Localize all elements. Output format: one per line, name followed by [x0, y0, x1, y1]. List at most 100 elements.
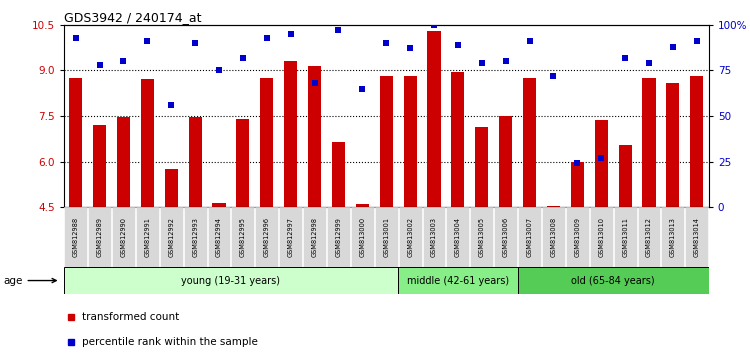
Bar: [184, 207, 206, 267]
Text: GSM813012: GSM813012: [646, 217, 652, 257]
Bar: [619, 145, 632, 207]
Text: GSM813007: GSM813007: [526, 217, 532, 257]
Point: [213, 68, 225, 73]
Text: GSM812993: GSM812993: [192, 217, 198, 257]
Text: GSM812999: GSM812999: [335, 217, 341, 257]
Bar: [232, 207, 254, 267]
Text: middle (42-61 years): middle (42-61 years): [406, 275, 509, 286]
Text: young (19-31 years): young (19-31 years): [182, 275, 280, 286]
Bar: [88, 207, 111, 267]
Bar: [165, 169, 178, 207]
Bar: [69, 78, 82, 207]
Bar: [160, 207, 183, 267]
Text: GSM812990: GSM812990: [121, 217, 127, 257]
Text: GSM813003: GSM813003: [431, 217, 437, 257]
Text: GSM813008: GSM813008: [550, 217, 556, 257]
Bar: [662, 207, 685, 267]
Text: GSM812995: GSM812995: [240, 217, 246, 257]
Bar: [452, 72, 464, 207]
Bar: [255, 207, 278, 267]
Point: [452, 42, 464, 48]
Text: GSM813010: GSM813010: [598, 217, 604, 257]
Bar: [518, 207, 541, 267]
Bar: [446, 207, 470, 267]
Text: percentile rank within the sample: percentile rank within the sample: [82, 337, 258, 347]
Bar: [427, 31, 440, 207]
Point: [667, 44, 679, 50]
Text: GSM812989: GSM812989: [97, 217, 103, 257]
Bar: [136, 207, 159, 267]
Point: [428, 22, 440, 28]
Text: transformed count: transformed count: [82, 312, 179, 322]
Bar: [141, 80, 154, 207]
Bar: [64, 267, 398, 294]
Text: GSM812996: GSM812996: [264, 217, 270, 257]
Bar: [518, 267, 709, 294]
Text: GSM813005: GSM813005: [478, 217, 484, 257]
Bar: [117, 118, 130, 207]
Bar: [398, 267, 518, 294]
Text: GSM813014: GSM813014: [694, 217, 700, 257]
Point: [285, 31, 297, 37]
Point: [596, 155, 608, 161]
Text: GSM812988: GSM812988: [73, 217, 79, 257]
Text: GSM812994: GSM812994: [216, 217, 222, 257]
Text: GSM813006: GSM813006: [503, 217, 509, 257]
Text: GSM813011: GSM813011: [622, 217, 628, 257]
Bar: [566, 207, 589, 267]
Text: age: age: [3, 275, 56, 286]
Point: [691, 38, 703, 44]
Point: [70, 35, 82, 40]
Point: [380, 40, 392, 46]
Bar: [571, 161, 584, 207]
Bar: [327, 207, 350, 267]
Bar: [547, 206, 560, 207]
Bar: [351, 207, 374, 267]
Point: [165, 102, 177, 108]
Text: GSM812998: GSM812998: [311, 217, 317, 257]
Bar: [308, 66, 321, 207]
Bar: [500, 116, 512, 207]
Point: [118, 58, 130, 64]
Bar: [476, 127, 488, 207]
Point: [524, 38, 536, 44]
Text: GSM812991: GSM812991: [144, 217, 150, 257]
Bar: [64, 207, 87, 267]
Point: [404, 46, 416, 51]
Bar: [375, 207, 398, 267]
Bar: [638, 207, 661, 267]
Point: [237, 55, 249, 61]
Bar: [686, 207, 708, 267]
Bar: [279, 207, 302, 267]
Bar: [260, 78, 273, 207]
Bar: [380, 76, 393, 207]
Point: [261, 35, 273, 40]
Point: [308, 80, 320, 86]
Text: GSM812992: GSM812992: [168, 217, 174, 257]
Text: GSM812997: GSM812997: [288, 217, 294, 257]
Point: [476, 60, 488, 66]
Bar: [236, 119, 250, 207]
Bar: [494, 207, 517, 267]
Point: [94, 62, 106, 68]
Text: old (65-84 years): old (65-84 years): [572, 275, 655, 286]
Bar: [332, 142, 345, 207]
Bar: [643, 78, 656, 207]
Point: [548, 73, 560, 79]
Point: [356, 86, 368, 91]
Bar: [690, 76, 703, 207]
Text: GSM813009: GSM813009: [574, 217, 580, 257]
Bar: [303, 207, 326, 267]
Bar: [188, 118, 202, 207]
Point: [620, 55, 632, 61]
Bar: [112, 207, 135, 267]
Text: GSM813001: GSM813001: [383, 217, 389, 257]
Text: GDS3942 / 240174_at: GDS3942 / 240174_at: [64, 11, 201, 24]
Bar: [212, 202, 226, 207]
Text: GSM813004: GSM813004: [455, 217, 461, 257]
Point: [141, 38, 153, 44]
Bar: [284, 61, 297, 207]
Bar: [542, 207, 565, 267]
Text: GSM813000: GSM813000: [359, 217, 365, 257]
Bar: [404, 76, 417, 207]
